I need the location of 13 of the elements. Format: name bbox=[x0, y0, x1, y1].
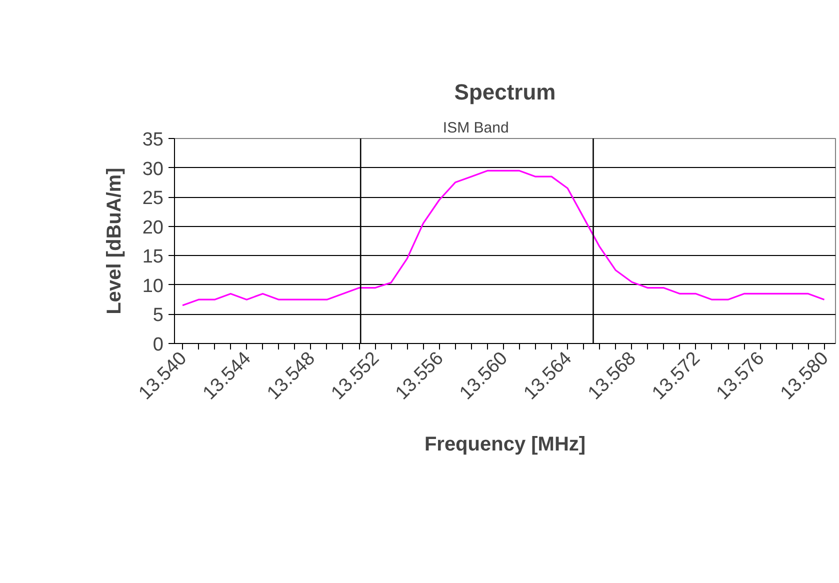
y-tick-label: 20 bbox=[142, 217, 164, 238]
y-tick-label: 35 bbox=[142, 130, 164, 150]
line-series bbox=[182, 170, 826, 306]
y-tick-label: 5 bbox=[152, 305, 164, 326]
text: ISM Band bbox=[442, 120, 509, 136]
y-axis-title: Level [dBuA/m] bbox=[103, 168, 126, 314]
chart-title: Spectrum bbox=[454, 80, 556, 104]
y-tick-label: 30 bbox=[142, 158, 164, 180]
y-tick-label: 0 bbox=[152, 334, 164, 356]
y-tick-label: 10 bbox=[142, 276, 164, 297]
x-axis-title: Frequency [MHz] bbox=[424, 433, 586, 456]
y-tick-label: 25 bbox=[142, 188, 164, 210]
y-tick-label: 15 bbox=[142, 246, 164, 268]
